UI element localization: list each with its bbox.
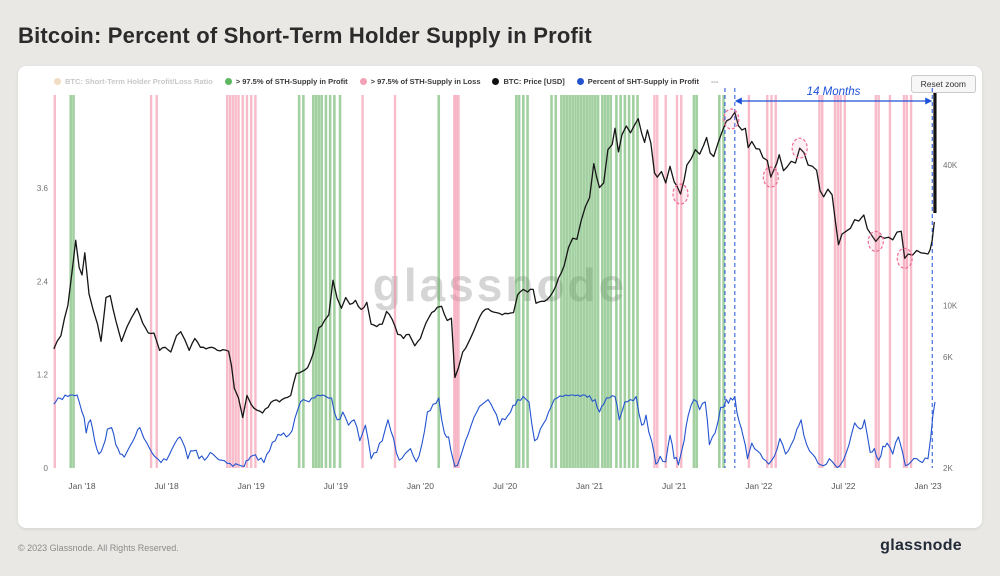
y-left-tick-label: 2.4 bbox=[37, 277, 49, 286]
x-tick-label: Jul '18 bbox=[154, 481, 179, 491]
legend-item[interactable]: --- bbox=[711, 77, 719, 86]
glassnode-logo: glassnode bbox=[880, 537, 962, 554]
legend-item[interactable]: > 97.5% of STH-Supply in Profit bbox=[224, 77, 348, 86]
legend-label: Percent of SHT-Supply in Profit bbox=[587, 77, 700, 86]
legend-dot-icon bbox=[576, 78, 584, 85]
x-tick-label: Jul '19 bbox=[324, 481, 349, 491]
y-right-tick-label: 6K bbox=[943, 353, 953, 362]
legend-label: > 97.5% of STH-Supply in Profit bbox=[235, 77, 348, 86]
page-title: Bitcoin: Percent of Short-Term Holder Su… bbox=[18, 22, 592, 48]
price-peak-ellipse-annotation bbox=[791, 137, 808, 159]
chart-card: BTC: Short-Term Holder Profit/Loss Ratio… bbox=[18, 66, 982, 528]
legend-dot-icon bbox=[54, 78, 61, 85]
legend-label: BTC: Short-Term Holder Profit/Loss Ratio bbox=[65, 77, 213, 86]
x-tick-label: Jan '19 bbox=[238, 481, 265, 491]
btc-price-line bbox=[53, 111, 935, 419]
legend-item[interactable]: BTC: Price [USD] bbox=[492, 77, 565, 86]
sth-profit-percent-line bbox=[53, 394, 936, 469]
legend-item[interactable]: Percent of SHT-Supply in Profit bbox=[576, 77, 700, 86]
reset-zoom-button[interactable]: Reset zoom bbox=[910, 75, 976, 93]
legend-dot-icon bbox=[224, 78, 232, 85]
x-tick-label: Jan '18 bbox=[68, 481, 95, 491]
price-peak-ellipse-annotation bbox=[896, 247, 913, 269]
y-left-tick-label: 0 bbox=[44, 464, 49, 473]
y-left-tick-label: 3.6 bbox=[37, 184, 49, 193]
y-right-tick-label: 2K bbox=[943, 464, 953, 473]
legend-item[interactable]: BTC: Short-Term Holder Profit/Loss Ratio bbox=[54, 77, 213, 86]
arrow-right-head-icon bbox=[925, 97, 933, 105]
y-right-tick-label: 40K bbox=[943, 161, 958, 170]
legend-label: BTC: Price [USD] bbox=[503, 77, 565, 86]
x-tick-label: Jul '22 bbox=[831, 481, 856, 491]
legend-label: > 97.5% of STH-Supply in Loss bbox=[370, 77, 481, 86]
x-tick-label: Jan '20 bbox=[407, 481, 434, 491]
right-edge-marker bbox=[933, 93, 937, 213]
price-peak-ellipse-annotation bbox=[867, 230, 884, 252]
y-left-tick-label: 1.2 bbox=[37, 371, 49, 380]
arrow-left-head-icon bbox=[734, 97, 742, 105]
x-tick-label: Jan '22 bbox=[745, 481, 772, 491]
chart-legend: BTC: Short-Term Holder Profit/Loss Ratio… bbox=[54, 77, 890, 86]
legend-dot-icon bbox=[492, 78, 500, 85]
x-tick-label: Jul '21 bbox=[662, 481, 687, 491]
legend-label: --- bbox=[711, 77, 719, 86]
months-span-label: 14 Months bbox=[807, 86, 861, 98]
x-tick-label: Jan '23 bbox=[914, 481, 941, 491]
legend-dot-icon bbox=[359, 78, 367, 85]
price-peak-ellipse-annotation bbox=[672, 183, 689, 205]
price-peak-ellipse-annotation bbox=[723, 108, 740, 130]
legend-item[interactable]: > 97.5% of STH-Supply in Loss bbox=[359, 77, 481, 86]
x-tick-label: Jul '20 bbox=[493, 481, 518, 491]
x-tick-label: Jan '21 bbox=[576, 481, 603, 491]
price-peak-ellipse-annotation bbox=[762, 166, 779, 188]
footer-copyright: © 2023 Glassnode. All Rights Reserved. bbox=[18, 543, 179, 553]
y-right-tick-label: 10K bbox=[943, 301, 958, 310]
